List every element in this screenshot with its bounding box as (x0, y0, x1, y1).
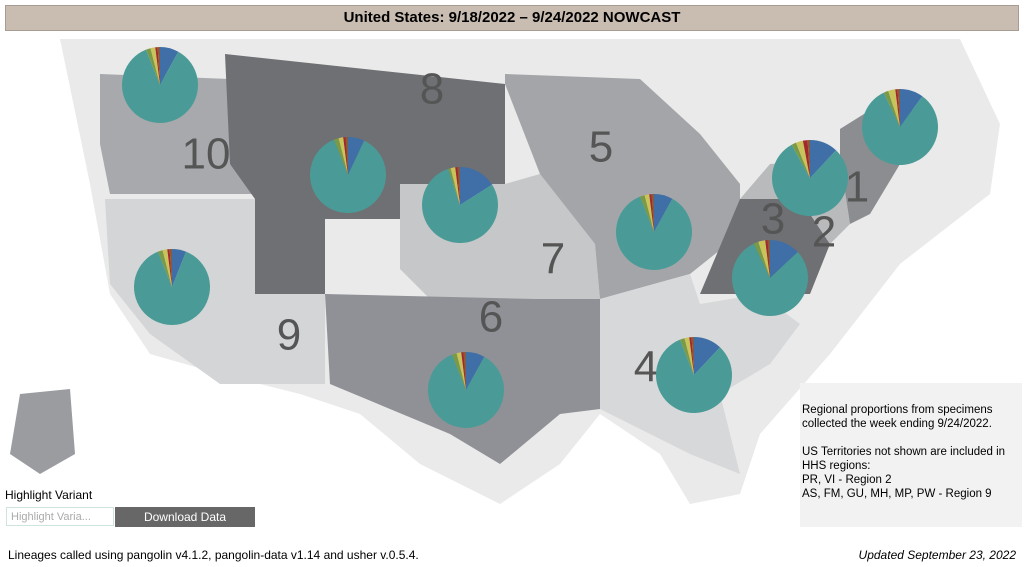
pie-slice (861, 92, 938, 165)
pie-slice (888, 89, 900, 127)
pie-slice (694, 337, 721, 375)
region-label: 9 (277, 311, 301, 360)
pie-slice (758, 240, 770, 278)
pie-slice (348, 137, 365, 175)
pie-slice (463, 352, 466, 390)
pie-slice (651, 194, 654, 232)
footer-note: Lineages called using pangolin v4.1.2, p… (8, 548, 419, 562)
pie-slice (334, 138, 348, 175)
pie-slice (150, 47, 160, 85)
pie-slice (448, 168, 460, 205)
pie-slice (155, 47, 160, 85)
pie-slice (457, 167, 460, 205)
pie-slice (157, 47, 160, 85)
pie-slice (456, 352, 466, 390)
region-label: 6 (479, 293, 503, 342)
title: United States: 9/18/2022 – 9/24/2022 NOW… (5, 5, 1019, 31)
region-label: 4 (634, 343, 658, 392)
region-label: 10 (182, 130, 231, 179)
pie-slice (770, 240, 798, 278)
region-label: 2 (812, 208, 836, 257)
pie-slice (428, 354, 504, 428)
note: Regional proportions from specimens colle… (800, 383, 1022, 527)
pie-slice (791, 142, 810, 178)
pie-slice (900, 89, 923, 127)
pie-slice (772, 144, 849, 216)
pie-slice (796, 140, 810, 178)
highlight-label: Highlight Variant (5, 488, 93, 502)
region-label: 8 (420, 65, 444, 114)
region-label: 1 (845, 163, 869, 212)
pie-slice (146, 48, 160, 85)
pie-slice (897, 89, 900, 127)
pie-slice (338, 137, 348, 175)
pie-slice (649, 194, 654, 232)
pie-slice (753, 241, 770, 278)
pie-slice (732, 243, 808, 316)
map: 123 4 5 67 8 9 10 (10, 39, 1000, 504)
pie-slice (172, 249, 186, 287)
pie-slice (169, 249, 172, 287)
pie-slice (121, 49, 198, 123)
pie-slice (810, 140, 837, 178)
pie-slice (162, 249, 172, 287)
pie-slice (654, 194, 673, 232)
note-line: collected the week ending 9/24/2022. (802, 418, 992, 430)
pie-slice (167, 249, 172, 287)
download-button[interactable]: Download Data (115, 507, 255, 527)
pie-slice (455, 167, 460, 205)
pie-slice (807, 140, 810, 178)
variant-search[interactable]: Highlight Varia... (6, 507, 114, 526)
pie-slice (310, 139, 386, 213)
pie-slice (767, 240, 770, 278)
pie-slice (343, 137, 348, 175)
pie-slice (895, 89, 900, 127)
pie-slice (134, 251, 210, 325)
pie-slice (765, 240, 770, 278)
note-line: HHS regions: (802, 460, 871, 472)
pie-slice (883, 90, 900, 127)
pie-slice (644, 194, 654, 232)
pie-slice (640, 195, 654, 232)
note-line: US Territories not shown are included in (802, 446, 1006, 458)
pie-slice (461, 352, 466, 390)
pie-slice (450, 167, 460, 205)
pie-slice (452, 353, 466, 390)
pie-slice (689, 337, 694, 375)
pie-slice (616, 196, 693, 270)
note-line: Regional proportions from specimens (802, 404, 993, 416)
pie-slice (802, 140, 810, 178)
note-line: PR, VI - Region 2 (802, 474, 892, 486)
pie-slice (684, 337, 694, 375)
pie-slice (680, 338, 694, 375)
pie-slice (158, 250, 172, 287)
region-label: 7 (541, 235, 565, 284)
region-label: 3 (761, 195, 785, 244)
pie-slice (460, 167, 493, 205)
pie-slice (160, 47, 179, 85)
pie-slice (691, 337, 694, 375)
pie-slice (656, 339, 733, 413)
pie-slice (422, 168, 498, 244)
pie-slice (345, 137, 348, 175)
pie-slice (466, 352, 485, 390)
region-label: 5 (589, 123, 613, 172)
note-line: AS, FM, GU, MH, MP, PW - Region 9 (802, 488, 992, 500)
updated-date: Updated September 23, 2022 (858, 548, 1016, 562)
